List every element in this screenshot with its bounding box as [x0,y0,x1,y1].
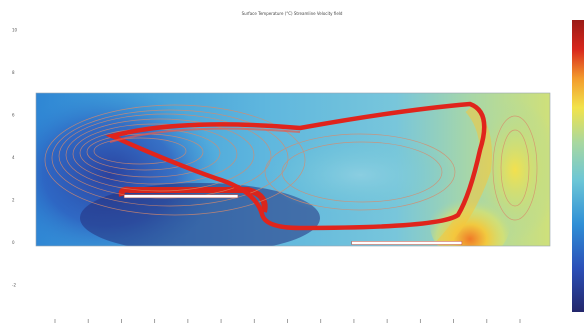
y-tick-label: 8 [12,70,15,75]
y-tick-label: -2 [12,283,16,288]
domain-border [35,92,551,247]
y-tick-label: 0 [12,240,15,245]
x-axis [54,319,521,323]
streamline [492,115,538,221]
heaters [123,194,463,245]
streamline [44,104,306,216]
streamline [264,133,456,211]
y-tick-label: 4 [12,155,15,160]
colorbar [572,20,584,312]
temperature-field [36,93,550,246]
y-tick-label: 6 [12,113,15,118]
inner-vortex-core [265,135,455,215]
streamline [65,118,255,192]
y-axis: 10 8 6 4 2 0 -2 [12,28,18,288]
y-tick-label: 2 [12,198,15,203]
y-tick-label: 10 [12,28,18,33]
plume-column [435,103,492,246]
lower-heater [351,241,463,245]
streamline [51,109,289,207]
streamline [72,123,238,185]
hot-streak [109,127,301,143]
hot-circulation-loop [105,101,487,231]
streamline [500,129,530,207]
streamlines [44,104,538,221]
upper-heater-hot-layer [118,186,268,213]
streamline [93,137,187,165]
chart-title: Surface Temperature (°C) Streamline Velo… [241,11,343,16]
upper-heater [123,194,239,199]
streamline [281,141,443,203]
